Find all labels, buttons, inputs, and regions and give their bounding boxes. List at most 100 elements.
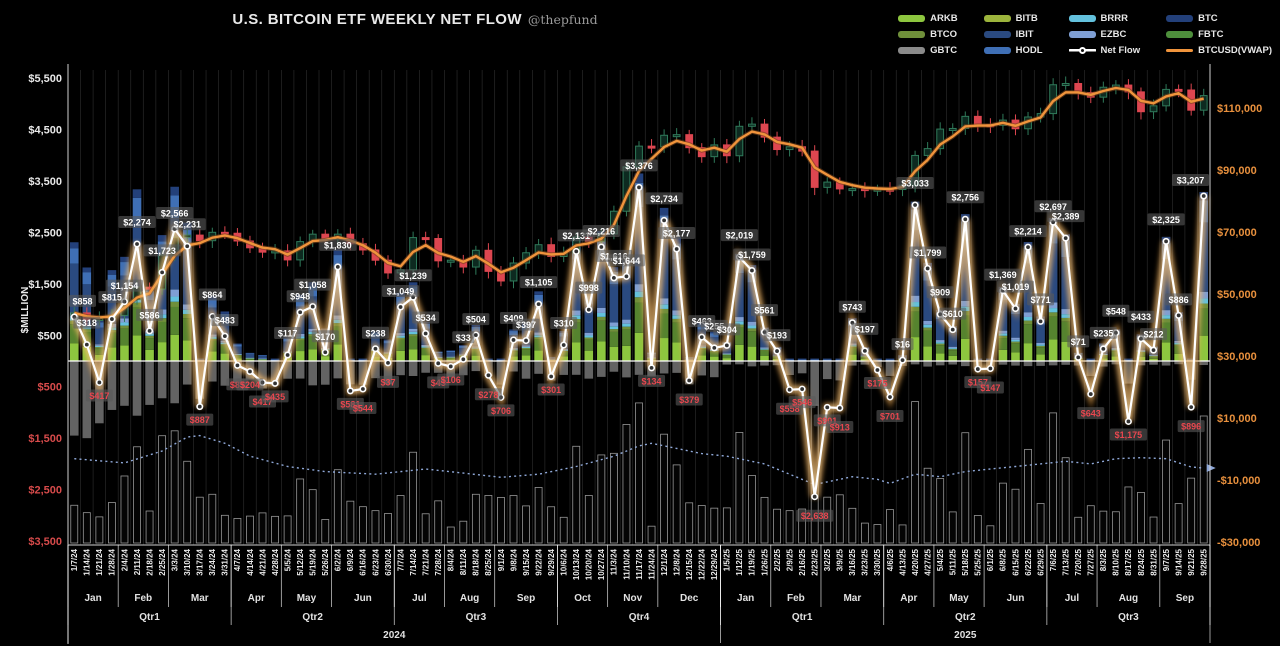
svg-text:$3,376: $3,376 (625, 161, 653, 171)
legend-item-btcusd-vwap-: BTCUSD(VWAP) (1166, 45, 1272, 56)
legend-item-ezbc: EZBC (1068, 29, 1141, 40)
svg-text:Qtr3: Qtr3 (1118, 612, 1139, 623)
svg-text:$743: $743 (842, 302, 862, 312)
svg-text:$204: $204 (240, 380, 260, 390)
svg-text:$1,239: $1,239 (399, 271, 427, 281)
svg-text:$433: $433 (1131, 312, 1151, 322)
svg-text:$3,500: $3,500 (28, 536, 62, 548)
svg-text:$1,500: $1,500 (28, 279, 62, 291)
svg-text:$33: $33 (456, 333, 471, 343)
svg-text:2/4/24: 2/4/24 (120, 548, 129, 571)
legend-item-hodl: HODL (983, 45, 1043, 56)
svg-text:$71: $71 (1071, 337, 1086, 347)
svg-text:9/21/25: 9/21/25 (1187, 548, 1196, 575)
svg-text:$1,049: $1,049 (387, 287, 415, 297)
legend-item-gbtc: GBTC (898, 45, 957, 56)
svg-text:1/26/25: 1/26/25 (760, 548, 769, 575)
svg-text:3/9/25: 3/9/25 (836, 548, 845, 571)
svg-text:$2,177: $2,177 (663, 229, 691, 239)
svg-text:2/23/25: 2/23/25 (810, 548, 819, 575)
legend: ARKB BTCO GBTC BITB IBIT HODL BRRR EZBC Net Flow… (898, 13, 1272, 56)
svg-text:12/8/24: 12/8/24 (672, 548, 681, 575)
svg-text:$379: $379 (679, 395, 699, 405)
svg-text:$886: $886 (1169, 295, 1189, 305)
svg-text:Qtr4: Qtr4 (629, 612, 650, 623)
svg-text:Sep: Sep (517, 593, 535, 604)
svg-text:5/18/25: 5/18/25 (961, 548, 970, 575)
svg-text:4/13/25: 4/13/25 (898, 548, 907, 575)
svg-text:8/11/24: 8/11/24 (459, 548, 468, 575)
svg-text:$2,500: $2,500 (28, 227, 62, 239)
svg-text:$1,830: $1,830 (324, 240, 352, 250)
svg-text:$193: $193 (767, 331, 787, 341)
svg-text:4/20/25: 4/20/25 (911, 548, 920, 575)
svg-text:Nov: Nov (623, 593, 642, 604)
svg-text:9/22/24: 9/22/24 (534, 548, 543, 575)
svg-text:8/31/25: 8/31/25 (1149, 548, 1158, 575)
svg-text:11/24/24: 11/24/24 (647, 548, 656, 579)
svg-text:6/30/24: 6/30/24 (384, 548, 393, 575)
svg-text:1/19/25: 1/19/25 (748, 548, 757, 575)
svg-text:Apr: Apr (900, 593, 917, 604)
net-flow-labels: $858 $318 $417 $815 $1,154 $2,274 $586 $1,723 $2… (69, 159, 1209, 522)
legend-label: BTCO (930, 29, 958, 40)
legend-label: FBTC (1198, 29, 1224, 40)
svg-text:6/15/25: 6/15/25 (1011, 548, 1020, 575)
svg-text:4/7/24: 4/7/24 (233, 548, 242, 571)
legend-label: ARKB (930, 13, 958, 24)
svg-text:6/22/25: 6/22/25 (1024, 548, 1033, 575)
legend-label: GBTC (930, 45, 958, 56)
legend-item-fbtc: FBTC (1166, 29, 1272, 40)
svg-text:4/21/24: 4/21/24 (258, 548, 267, 575)
svg-text:2024: 2024 (383, 630, 406, 641)
svg-text:$2,231: $2,231 (173, 220, 201, 230)
svg-text:$435: $435 (265, 392, 285, 402)
legend-item-arkb: ARKB (898, 13, 958, 24)
svg-text:2/11/24: 2/11/24 (133, 548, 142, 575)
svg-text:$858: $858 (72, 296, 92, 306)
svg-text:12/1/24: 12/1/24 (660, 548, 669, 575)
svg-text:11/17/24: 11/17/24 (635, 548, 644, 579)
svg-text:9/8/24: 9/8/24 (509, 548, 518, 571)
svg-text:8/24/25: 8/24/25 (1137, 548, 1146, 575)
svg-text:$170: $170 (315, 332, 335, 342)
svg-text:$10,000: $10,000 (1217, 413, 1257, 425)
svg-text:7/6/25: 7/6/25 (1049, 548, 1058, 571)
svg-text:6/8/25: 6/8/25 (999, 548, 1008, 571)
svg-text:$548: $548 (1106, 306, 1126, 316)
svg-text:7/21/24: 7/21/24 (421, 548, 430, 575)
svg-text:8/18/24: 8/18/24 (472, 548, 481, 575)
svg-text:$2,756: $2,756 (952, 193, 980, 203)
svg-text:6/23/24: 6/23/24 (371, 548, 380, 575)
svg-text:$2,566: $2,566 (161, 209, 189, 219)
svg-text:11/10/24: 11/10/24 (622, 548, 631, 579)
svg-text:$887: $887 (190, 415, 210, 425)
svg-text:1/12/25: 1/12/25 (735, 548, 744, 575)
svg-text:2/2/25: 2/2/25 (773, 548, 782, 571)
svg-text:5/25/25: 5/25/25 (974, 548, 983, 575)
svg-text:$1,799: $1,799 (914, 248, 942, 258)
svg-text:5/26/24: 5/26/24 (321, 548, 330, 575)
svg-text:$106: $106 (441, 375, 461, 385)
svg-text:6/9/24: 6/9/24 (346, 548, 355, 571)
legend-column: BITB IBIT HODL (983, 13, 1043, 56)
svg-text:10/6/24: 10/6/24 (560, 548, 569, 575)
svg-text:12/15/24: 12/15/24 (685, 548, 694, 580)
svg-text:Qtr1: Qtr1 (792, 612, 813, 623)
svg-text:$1,154: $1,154 (111, 281, 139, 291)
svg-text:$561: $561 (754, 306, 774, 316)
svg-text:12/22/24: 12/22/24 (698, 548, 707, 580)
svg-text:-$10,000: -$10,000 (1217, 475, 1260, 487)
svg-text:$534: $534 (416, 313, 436, 323)
svg-text:1/5/25: 1/5/25 (723, 548, 732, 571)
svg-text:Aug: Aug (460, 593, 479, 604)
svg-text:8/4/24: 8/4/24 (447, 548, 456, 571)
svg-text:Jan: Jan (84, 593, 101, 604)
svg-text:$235: $235 (1093, 328, 1113, 338)
svg-text:Feb: Feb (134, 593, 152, 604)
svg-text:4/6/25: 4/6/25 (886, 548, 895, 571)
svg-text:$558: $558 (780, 404, 800, 414)
svg-text:Jun: Jun (354, 593, 372, 604)
svg-text:2/18/24: 2/18/24 (145, 548, 154, 575)
